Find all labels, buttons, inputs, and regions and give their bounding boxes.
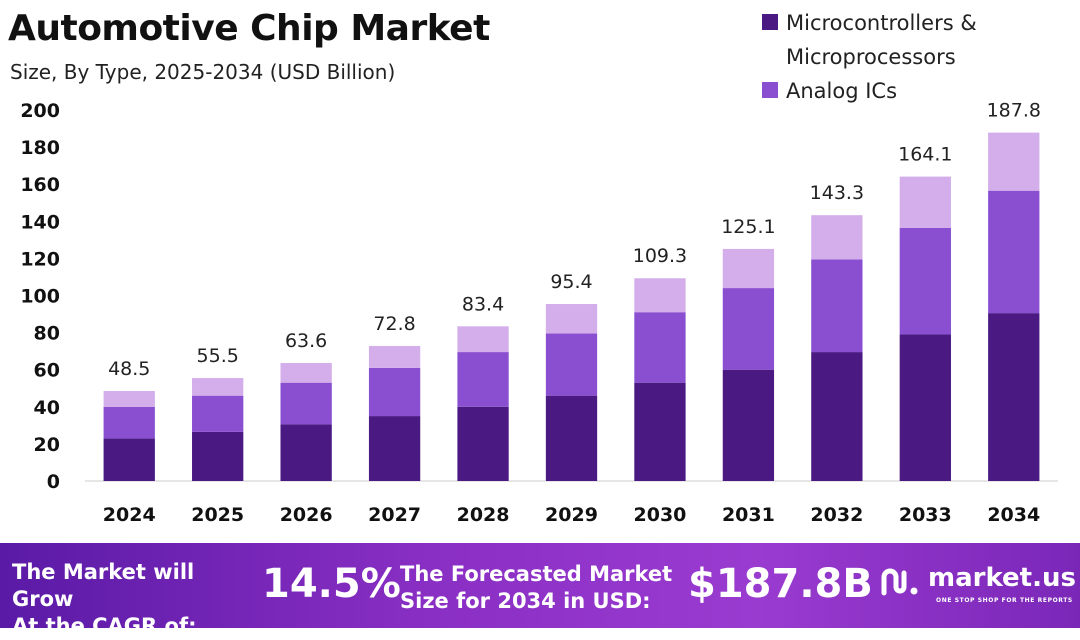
bar-segment: [899, 176, 951, 228]
x-tick-label: 2028: [457, 504, 510, 526]
market-us-logo-icon: [881, 568, 918, 596]
bar-segment: [722, 248, 775, 289]
bar-segment: [988, 190, 1040, 314]
bar-segment: [192, 431, 244, 481]
bar-segment: [280, 382, 332, 425]
bar-segment: [280, 363, 332, 383]
bar-segment: [457, 352, 509, 407]
x-tick-label: 2024: [103, 504, 156, 526]
legend-label-analog: Analog ICs: [786, 79, 898, 103]
x-tick-label: 2032: [810, 504, 863, 526]
bar-segment: [192, 395, 244, 432]
bar-segment: [103, 391, 155, 407]
bar-total-label: 109.3: [633, 245, 687, 267]
legend-item-analog-ics: Analog ICs: [762, 74, 1072, 108]
bar-segment: [899, 334, 951, 481]
x-tick-label: 2034: [987, 504, 1040, 526]
cagr-label-line2: At the CAGR of:: [12, 614, 197, 638]
bar-segment: [634, 278, 686, 313]
bar-segment: [988, 132, 1040, 191]
x-tick-label: 2031: [722, 504, 775, 526]
stacked-bar-chart: 0 20 40 60 80 100 120 140 160 180 200 2024 2025 2026…: [20, 100, 1058, 526]
chart-title: Automotive Chip Market: [8, 8, 490, 49]
y-tick-label: 140: [20, 211, 60, 233]
x-axis: 2024 2025 2026 2027 2028 2029 2030 2031 2032 2033…: [103, 504, 1040, 526]
bar-segment: [103, 438, 155, 481]
legend-item-microcontrollers: Microcontrollers & Microprocessors: [762, 6, 1072, 74]
footer-banner: The Market will Grow At the CAGR of: 14.…: [0, 543, 1080, 638]
bar-segment: [368, 416, 421, 481]
bar-segment: [634, 312, 686, 383]
bar-segment: [811, 215, 863, 260]
forecast-value: $187.8B: [688, 561, 873, 607]
y-tick-label: 0: [47, 471, 60, 493]
forecast-label-line1: The Forecasted Market: [400, 562, 673, 586]
cagr-label-line1: The Market will Grow: [12, 560, 195, 611]
y-axis: 0 20 40 60 80 100 120 140 160 180 200: [20, 100, 1058, 493]
bar-total-label: 95.4: [550, 271, 592, 293]
bars: [103, 132, 1040, 481]
bar-segment: [899, 227, 951, 335]
bar-segment: [811, 352, 863, 481]
y-tick-label: 20: [34, 434, 60, 456]
y-tick-label: 200: [20, 100, 60, 122]
legend-swatch-analog-ics: [762, 82, 778, 98]
legend: Microcontrollers & Microprocessors Analo…: [762, 6, 1072, 108]
x-tick-label: 2029: [545, 504, 598, 526]
bar-total-label: 83.4: [462, 293, 504, 315]
bar-segment: [988, 313, 1040, 481]
y-tick-label: 120: [20, 248, 60, 270]
bar-segment: [192, 378, 244, 396]
legend-label-line2: Microprocessors: [786, 45, 956, 69]
bar-total-label: 48.5: [108, 358, 150, 380]
chart-subtitle: Size, By Type, 2025-2034 (USD Billion): [10, 60, 396, 84]
bar-total-label: 125.1: [721, 216, 775, 238]
y-tick-label: 180: [20, 137, 60, 159]
bar-segment: [722, 369, 775, 481]
forecast-label-line2: Size for 2034 in USD:: [400, 589, 651, 613]
total-labels: 48.5 55.5 63.6 72.8 83.4 95.4 109.3 125.1 143.3 1…: [108, 100, 1041, 380]
y-tick-label: 40: [34, 397, 60, 419]
bar-total-label: 63.6: [285, 330, 327, 352]
bar-segment: [457, 406, 509, 481]
bar-total-label: 72.8: [373, 313, 415, 335]
bar-total-label: 55.5: [197, 345, 239, 367]
bar-segment: [634, 382, 686, 481]
bar-total-label: 164.1: [898, 144, 952, 166]
brand-name: market.us: [928, 563, 1076, 593]
forecast-label: The Forecasted Market Size for 2034 in U…: [400, 561, 680, 615]
brand-tagline: ONE STOP SHOP FOR THE REPORTS: [936, 597, 1073, 604]
bar-segment: [545, 395, 598, 481]
x-tick-label: 2025: [191, 504, 244, 526]
bar-segment: [545, 304, 598, 334]
bar-segment: [280, 424, 332, 481]
x-tick-label: 2033: [899, 504, 952, 526]
bar-total-label: 187.8: [987, 100, 1041, 122]
legend-swatch-microcontrollers: [762, 14, 778, 30]
cagr-value: 14.5%: [262, 561, 401, 607]
y-tick-label: 100: [20, 286, 60, 308]
bar-segment: [368, 345, 421, 368]
bar-total-label: 143.3: [810, 182, 864, 204]
bar-segment: [103, 406, 155, 439]
x-tick-label: 2030: [634, 504, 687, 526]
bar-segment: [722, 288, 775, 370]
bar-segment: [368, 367, 421, 417]
bar-segment: [811, 259, 863, 353]
bar-segment: [457, 326, 509, 353]
y-tick-label: 60: [34, 360, 60, 382]
y-tick-label: 160: [20, 174, 60, 196]
y-tick-label: 80: [34, 323, 60, 345]
x-tick-label: 2026: [280, 504, 333, 526]
legend-label-line1: Microcontrollers &: [786, 11, 977, 35]
bar-segment: [545, 333, 598, 396]
x-tick-label: 2027: [368, 504, 421, 526]
